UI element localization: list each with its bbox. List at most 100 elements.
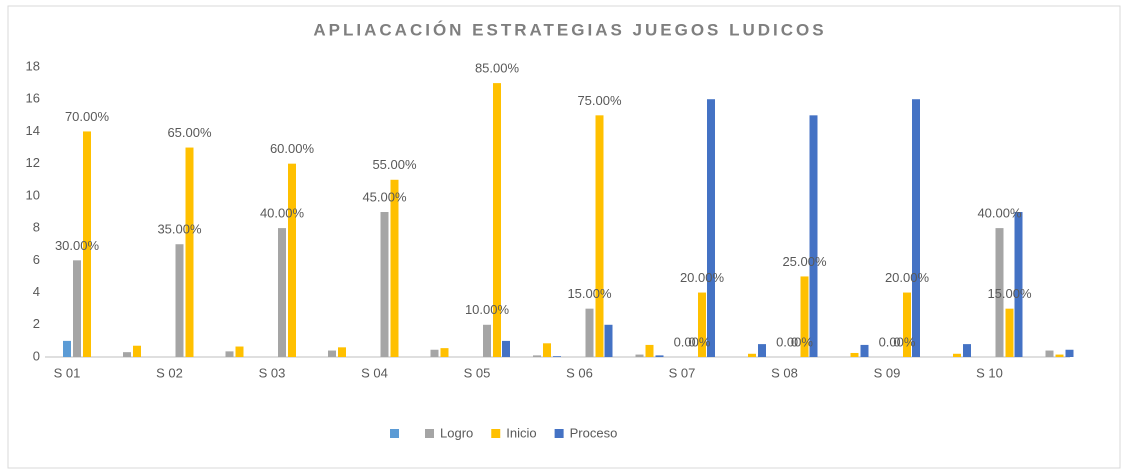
data-label: 0 xyxy=(688,334,695,349)
data-label: 45.00% xyxy=(362,189,407,204)
y-tick-label: 18 xyxy=(26,58,40,73)
bar xyxy=(380,212,389,357)
bar xyxy=(758,344,766,357)
legend-swatch xyxy=(390,429,399,438)
data-label: 0.00% xyxy=(776,334,813,349)
legend-label: Inicio xyxy=(506,425,536,440)
bar xyxy=(903,292,911,357)
y-tick-label: 10 xyxy=(26,187,40,202)
data-label: 15.00% xyxy=(987,286,1032,301)
y-tick-label: 4 xyxy=(33,284,40,299)
bar xyxy=(995,228,1004,357)
bar xyxy=(338,347,346,357)
bar xyxy=(635,354,644,357)
x-tick-label: S 06 xyxy=(566,365,593,380)
data-label: 65.00% xyxy=(167,125,212,140)
data-label: 40.00% xyxy=(260,206,305,221)
legend-swatch xyxy=(554,429,564,438)
x-tick-label: S 02 xyxy=(156,365,183,380)
data-label: 60.00% xyxy=(270,141,315,156)
data-label: 30.00% xyxy=(55,238,100,253)
bar xyxy=(655,355,664,357)
bar xyxy=(953,353,961,357)
bar xyxy=(1055,354,1064,357)
bar xyxy=(235,346,244,357)
x-tick-label: S 05 xyxy=(464,365,491,380)
bar xyxy=(1005,308,1014,357)
legend-swatch xyxy=(491,429,501,438)
data-label: 70.00% xyxy=(65,109,110,124)
data-label: 25.00% xyxy=(782,254,827,269)
bar xyxy=(553,356,561,357)
bar xyxy=(604,324,613,357)
bar xyxy=(595,115,604,357)
bar xyxy=(912,99,920,357)
bar xyxy=(73,260,81,357)
bar xyxy=(1045,350,1054,357)
bar xyxy=(809,115,818,357)
data-label: 0.00% xyxy=(674,334,711,349)
bar xyxy=(748,353,756,357)
data-label: 35.00% xyxy=(157,222,202,237)
bar xyxy=(133,345,141,357)
x-tick-label: S 03 xyxy=(259,365,286,380)
bar xyxy=(430,349,439,357)
bar xyxy=(440,348,449,357)
legend-label: Logro xyxy=(440,425,473,440)
bar xyxy=(645,344,654,357)
data-label: 20.00% xyxy=(680,270,725,285)
bar xyxy=(707,99,715,357)
y-tick-label: 2 xyxy=(33,316,40,331)
data-label: 10.00% xyxy=(465,302,510,317)
chart-title: APLIACACIÓN ESTRATEGIAS JUEGOS LUDICOS xyxy=(313,20,826,39)
data-label: 55.00% xyxy=(372,157,417,172)
bar xyxy=(533,355,541,357)
y-tick-label: 8 xyxy=(33,220,40,235)
bar xyxy=(288,163,296,357)
bar xyxy=(800,276,809,357)
y-tick-label: 14 xyxy=(26,123,40,138)
bar xyxy=(123,352,131,357)
y-tick-label: 6 xyxy=(33,252,40,267)
x-tick-label: S 09 xyxy=(874,365,901,380)
bar xyxy=(278,228,286,357)
x-tick-label: S 04 xyxy=(361,365,388,380)
bar xyxy=(860,344,869,357)
bar xyxy=(483,324,491,357)
bar xyxy=(585,308,594,357)
data-label: 0.00% xyxy=(879,334,916,349)
bar xyxy=(175,244,184,357)
y-tick-label: 0 xyxy=(33,348,40,363)
bar xyxy=(502,340,510,357)
chart-frame xyxy=(7,5,1121,469)
legend-swatch xyxy=(425,429,434,438)
data-label: 0 xyxy=(791,334,798,349)
bar xyxy=(493,83,501,357)
bar xyxy=(328,350,336,357)
bar xyxy=(1065,349,1074,357)
y-tick-label: 12 xyxy=(26,155,40,170)
data-label: 75.00% xyxy=(577,93,622,108)
bar xyxy=(850,352,859,357)
data-label: 0 xyxy=(893,334,900,349)
data-label: 40.00% xyxy=(977,206,1022,221)
bar xyxy=(63,340,71,357)
bar xyxy=(543,343,551,357)
x-tick-label: S 07 xyxy=(669,365,696,380)
x-tick-label: S 10 xyxy=(976,365,1003,380)
bar xyxy=(1014,212,1023,357)
legend-label: Proceso xyxy=(570,425,618,440)
y-tick-label: 16 xyxy=(26,91,40,106)
bar xyxy=(390,179,399,357)
bar xyxy=(83,131,91,357)
x-tick-label: S 01 xyxy=(54,365,81,380)
data-label: 15.00% xyxy=(567,286,612,301)
data-label: 20.00% xyxy=(885,270,930,285)
data-label: 85.00% xyxy=(475,61,520,76)
bar xyxy=(225,351,234,357)
x-tick-label: S 08 xyxy=(771,365,798,380)
bar xyxy=(185,147,194,357)
bar xyxy=(698,292,706,357)
bar xyxy=(963,344,971,357)
